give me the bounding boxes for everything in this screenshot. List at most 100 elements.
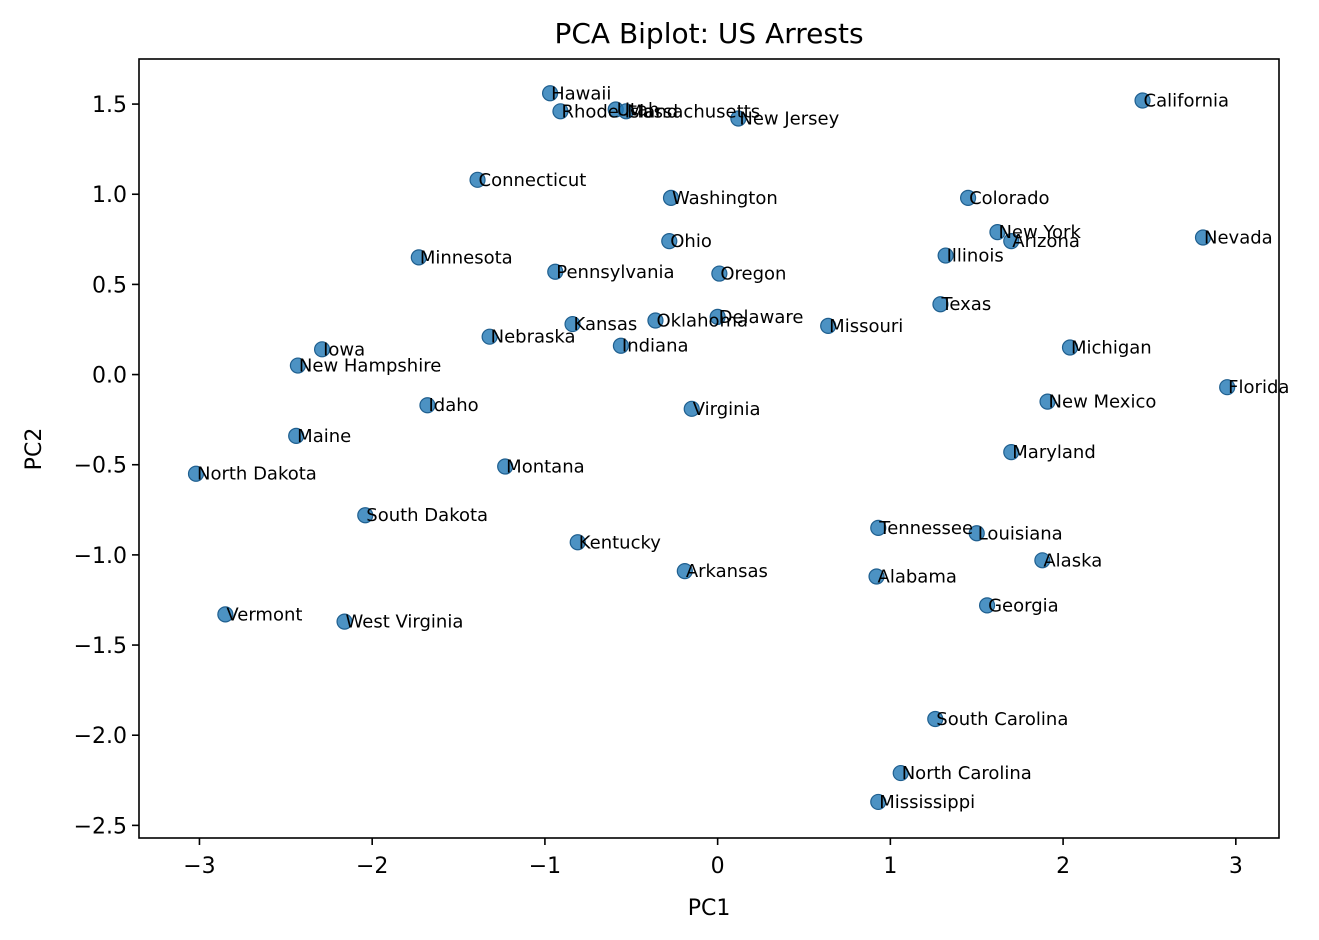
data-point: [959, 189, 977, 206]
point-label: Delaware: [719, 307, 804, 328]
point-label: New Mexico: [1049, 392, 1157, 413]
data-point: [968, 525, 985, 542]
data-point: [1039, 393, 1056, 410]
y-tick-label: 0.5: [92, 273, 127, 298]
point-label: Iowa: [323, 339, 365, 360]
data-point: [709, 308, 726, 325]
point-label: Tennessee: [878, 518, 973, 539]
point-label: Ohio: [670, 231, 712, 252]
data-point: [552, 103, 569, 120]
x-axis-label: PC1: [688, 896, 731, 921]
data-point: [1034, 552, 1051, 569]
x-ticks: −3 −2 −1 0 1 2 3: [183, 838, 1243, 879]
data-point: [870, 519, 887, 536]
point-label: Idaho: [428, 395, 478, 416]
point-label: New York: [998, 222, 1081, 243]
data-point: [937, 247, 954, 264]
data-point: [1219, 379, 1236, 396]
data-point: [730, 110, 747, 127]
point-label: Montana: [506, 457, 584, 478]
data-point: [217, 606, 234, 623]
data-point: [187, 465, 205, 482]
point-label: Rhode Island: [561, 101, 678, 122]
point-label: Vermont: [226, 604, 302, 625]
x-tick-label: 1: [883, 854, 897, 879]
y-tick-label: −1.0: [74, 544, 127, 569]
point-label: Utah: [617, 99, 660, 120]
data-point: [288, 427, 305, 444]
chart-title: PCA Biplot: US Arrests: [554, 17, 863, 50]
data-point: [647, 312, 664, 329]
x-tick-label: −2: [356, 854, 388, 879]
data-point: [469, 171, 486, 188]
y-tick-label: −2.0: [74, 724, 127, 749]
point-label: Oklahoma: [656, 310, 748, 331]
point-label: Colorado: [969, 188, 1049, 209]
data-point: [676, 563, 693, 580]
data-point: [419, 397, 436, 414]
x-tick-label: 2: [1056, 854, 1070, 879]
data-point: [336, 613, 353, 630]
point-label: Arizona: [1012, 231, 1080, 252]
x-tick-label: −3: [183, 854, 215, 879]
y-tick-label: −2.5: [74, 814, 127, 839]
point-label: Georgia: [988, 595, 1059, 616]
data-point: [662, 189, 680, 206]
x-tick-label: −1: [529, 854, 561, 879]
point-label: Hawaii: [551, 83, 611, 104]
data-point: [547, 263, 564, 280]
data-point: [927, 710, 944, 728]
point-label: New Hampshire: [299, 356, 441, 377]
data-point: [617, 103, 635, 120]
point-label: South Dakota: [366, 505, 488, 526]
y-axis-label: PC2: [22, 428, 47, 471]
data-point: [989, 224, 1006, 241]
data-point: [1134, 92, 1151, 109]
y-tick-label: −0.5: [74, 454, 127, 479]
point-label: Oregon: [720, 264, 786, 285]
data-point: [313, 341, 331, 358]
y-tick-label: 0.0: [92, 364, 127, 389]
data-point: [932, 296, 949, 313]
data-point: [541, 85, 559, 102]
y-ticks: 1.5 1.0 0.5 0.0 −0.5 −1.0 −1.5 −2.0 −2.5: [74, 93, 139, 839]
data-point: [410, 249, 427, 266]
point-label: Florida: [1228, 377, 1289, 398]
point-label: South Carolina: [936, 709, 1068, 730]
data-point: [612, 337, 630, 354]
point-label: Nebraska: [491, 327, 576, 348]
data-point: [1061, 339, 1079, 356]
data-point: [870, 793, 887, 811]
point-label: Louisiana: [978, 523, 1063, 544]
data-point: [1003, 444, 1020, 461]
y-tick-label: −1.5: [74, 634, 127, 659]
point-label: Michigan: [1071, 338, 1152, 359]
point-label: Mississippi: [879, 792, 975, 813]
point-label: Maine: [297, 426, 351, 447]
point-label: Connecticut: [479, 170, 587, 191]
data-point: [892, 764, 909, 782]
point-label: Virginia: [693, 399, 761, 420]
point-label: Minnesota: [420, 247, 513, 268]
point-label: Arkansas: [686, 561, 768, 582]
data-point: [868, 568, 885, 585]
data-point: [569, 534, 586, 551]
point-label: Illinois: [947, 246, 1004, 267]
data-point: [357, 507, 374, 524]
point-label: North Carolina: [902, 763, 1032, 784]
data-point: [1194, 229, 1212, 246]
point-label: California: [1144, 90, 1229, 111]
point-label: Alaska: [1043, 550, 1102, 571]
point-label: Kentucky: [579, 532, 662, 553]
data-point: [978, 597, 996, 614]
point-label: Nevada: [1204, 228, 1273, 249]
plot-frame: [138, 58, 1280, 839]
point-label: Washington: [672, 188, 778, 209]
point-label: North Dakota: [197, 464, 317, 485]
y-tick-label: 1.5: [92, 93, 127, 118]
point-label: Missouri: [829, 316, 903, 337]
x-tick-label: 3: [1229, 854, 1243, 879]
data-point: [820, 317, 837, 334]
